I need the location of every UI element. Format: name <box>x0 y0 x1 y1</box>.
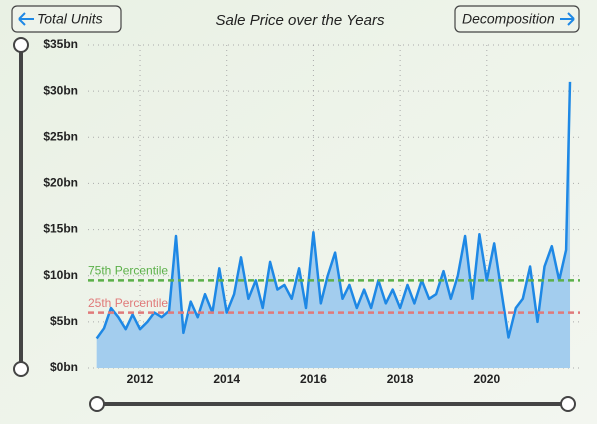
horizontal-slider[interactable] <box>89 396 576 412</box>
y-tick-label: $10bn <box>43 268 78 282</box>
slider-handle[interactable] <box>13 361 29 377</box>
line <box>95 81 572 340</box>
back-button[interactable]: Total Units <box>11 5 122 33</box>
x-tick-label: 2018 <box>387 372 414 386</box>
y-tick-label: $35bn <box>43 37 78 51</box>
x-tick-label: 2016 <box>300 372 327 386</box>
reference-label: 25th Percentile <box>88 296 168 310</box>
arrow-right[interactable] <box>560 12 575 26</box>
y-tick-label: $20bn <box>43 176 78 190</box>
x-tick-label: 2020 <box>473 372 500 386</box>
button-label[interactable]: Total Units <box>37 11 103 27</box>
forward-button[interactable]: Decomposition <box>454 5 580 33</box>
slider-handle[interactable] <box>13 37 29 53</box>
slider-handle[interactable] <box>89 396 105 412</box>
vertical-slider[interactable] <box>13 37 29 377</box>
arrow-left[interactable] <box>18 12 34 26</box>
x-tick-label: 2014 <box>213 372 240 386</box>
y-tick-label: $30bn <box>43 83 78 97</box>
x-tick-label: 2012 <box>127 372 154 386</box>
button-frame[interactable] <box>454 5 580 33</box>
button-label[interactable]: Decomposition <box>462 11 555 27</box>
chart-title: Sale Price over the Years <box>216 12 385 29</box>
reference-label: 75th Percentile <box>88 264 168 278</box>
y-tick-label: $5bn <box>50 314 78 328</box>
y-tick-label: $0bn <box>50 360 78 374</box>
button-frame[interactable] <box>11 5 122 33</box>
y-tick-label: $15bn <box>43 222 78 236</box>
y-tick-label: $25bn <box>43 129 78 143</box>
slider-handle[interactable] <box>560 396 576 412</box>
